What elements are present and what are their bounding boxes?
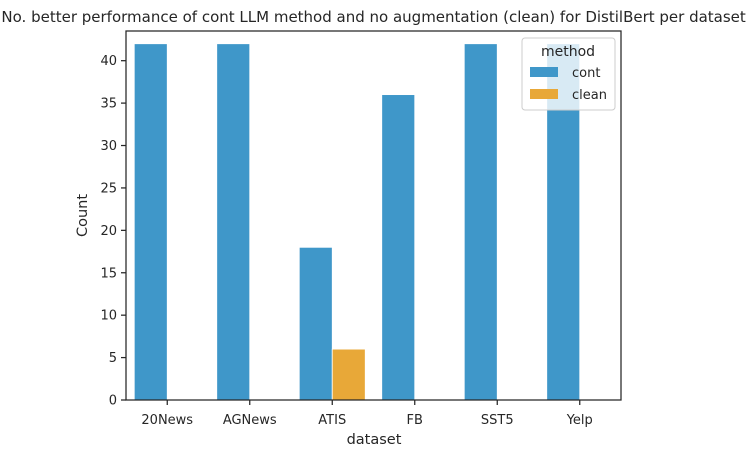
legend: method cont clean — [521, 37, 616, 111]
x-axis-label: dataset — [347, 432, 402, 448]
bar-cont-sst5 — [463, 43, 498, 401]
y-tick-label: 0 — [109, 394, 117, 409]
y-tick-label: 25 — [100, 181, 117, 196]
x-tick-label: SST5 — [481, 413, 514, 428]
bar-cont-20news — [133, 43, 168, 401]
x-tick-label: 20News — [141, 413, 193, 428]
legend-items: cont clean — [530, 66, 607, 103]
y-tick-label: 20 — [100, 224, 117, 239]
y-tick-label: 40 — [100, 54, 117, 69]
legend-swatch-clean — [530, 89, 558, 99]
legend-title: method — [541, 44, 595, 60]
bar-cont-agnews — [216, 43, 251, 401]
bar-clean-atis — [331, 348, 366, 401]
bar-cont-atis — [298, 246, 333, 401]
legend-label-cont: cont — [572, 66, 600, 81]
plot-frame — [125, 30, 622, 401]
y-tick-label: 30 — [100, 139, 117, 154]
y-axis: 0 5 10 15 20 25 30 35 40 — [100, 54, 126, 409]
legend-label-clean: clean — [572, 88, 607, 103]
x-tick-label: Yelp — [566, 413, 593, 428]
bars-layer — [133, 43, 581, 401]
y-axis-label: Count — [75, 194, 91, 237]
x-tick-label: ATIS — [318, 413, 346, 428]
bar-cont-fb — [381, 94, 416, 401]
x-axis: 20News AGNews ATIS FB SST5 Yelp — [141, 400, 593, 428]
x-tick-label: FB — [407, 413, 423, 428]
y-tick-label: 10 — [100, 309, 117, 324]
y-tick-label: 15 — [100, 266, 117, 281]
y-tick-label: 5 — [109, 351, 117, 366]
x-tick-label: AGNews — [223, 413, 277, 428]
legend-swatch-cont — [530, 67, 558, 77]
chart-title: No. better performance of cont LLM metho… — [1, 8, 747, 26]
y-tick-label: 35 — [100, 97, 117, 112]
